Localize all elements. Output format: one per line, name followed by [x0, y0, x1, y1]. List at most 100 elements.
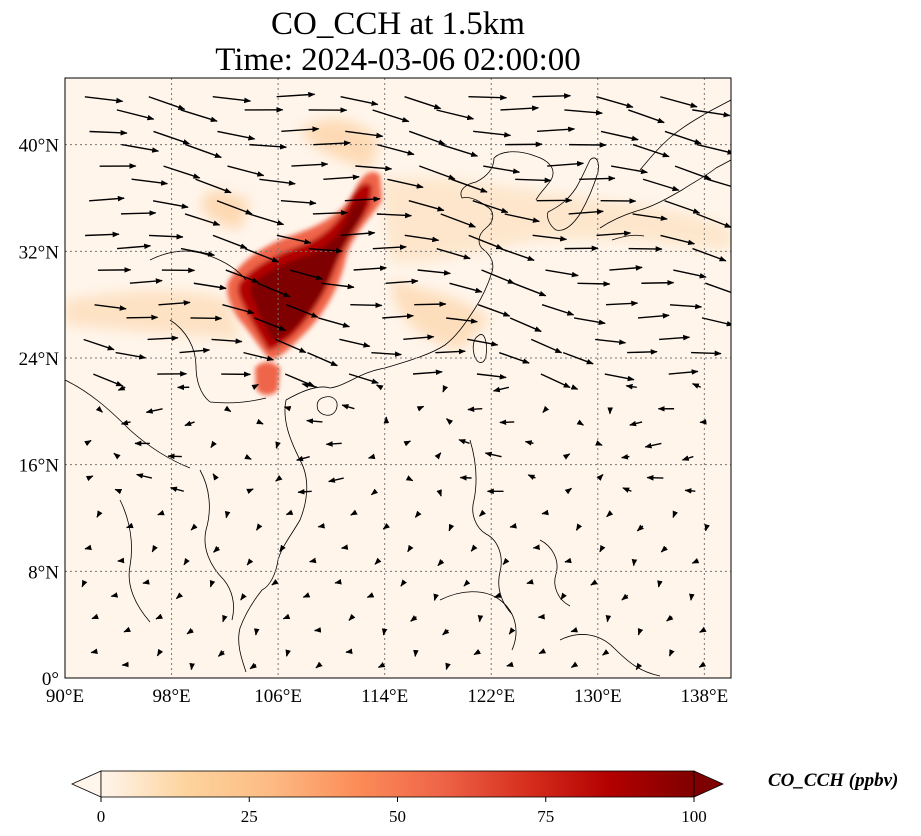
x-tick-label: 90°E [46, 686, 84, 707]
wind-arrow [609, 265, 643, 271]
wind-arrow [576, 419, 585, 426]
wind-arrow [81, 579, 88, 588]
wind-arrow [407, 544, 414, 553]
wind-arrow [375, 384, 384, 391]
wind-arrow [123, 626, 131, 633]
wind-arrow [436, 247, 471, 260]
wind-arrow [562, 351, 594, 365]
wind-arrow [681, 455, 694, 461]
wind-arrow [684, 488, 696, 494]
wind-arrow [117, 243, 152, 250]
wind-arrow [668, 649, 675, 657]
wind-arrow [285, 509, 294, 516]
colorbar: 0 25 50 75 100 [71, 770, 724, 826]
wind-arrow [545, 269, 579, 278]
wind-arrow [376, 212, 413, 219]
wind-arrow [476, 373, 507, 380]
wind-arrow [246, 558, 254, 566]
wind-arrow [699, 626, 707, 633]
wind-arrow [184, 213, 221, 226]
wind-arrow [179, 347, 211, 354]
x-tick-label: 114°E [361, 686, 408, 707]
colorbar-tick-label: 0 [97, 807, 106, 826]
wind-arrow [596, 96, 634, 109]
wind-arrow [195, 178, 232, 194]
wind-arrow [564, 109, 603, 116]
wind-arrow [313, 627, 322, 633]
wind-arrow [129, 278, 163, 284]
wind-arrow [213, 545, 221, 553]
wind-arrow [135, 473, 153, 479]
longitude-axis: 90°E 98°E 106°E 114°E 122°E 130°E 138°E [46, 686, 728, 707]
wind-arrow [372, 244, 407, 250]
wind-arrow [340, 544, 349, 550]
wind-arrow [117, 385, 126, 391]
wind-arrow [276, 91, 316, 98]
wind-arrow [385, 278, 419, 285]
wind-arrow [185, 143, 222, 159]
wind-arrow [153, 130, 191, 145]
wind-arrow [468, 234, 504, 250]
wind-arrow [419, 165, 456, 180]
wind-arrow [440, 143, 479, 157]
y-tick-label: 40°N [19, 136, 60, 157]
y-tick-label: 24°N [19, 349, 60, 370]
wind-arrow [692, 247, 727, 262]
wind-arrow [570, 384, 579, 390]
wind-arrow [481, 269, 515, 285]
wind-arrow [468, 94, 508, 101]
wind-arrow [341, 404, 355, 410]
wind-arrow [253, 628, 260, 636]
wind-arrow [371, 351, 402, 357]
wind-arrow [403, 440, 412, 447]
wind-arrow [691, 558, 700, 564]
wind-arrow [193, 282, 227, 291]
wind-arrow [436, 109, 475, 121]
x-tick-label: 130°E [574, 686, 622, 707]
wind-arrow [605, 614, 612, 623]
wind-arrow [437, 559, 445, 567]
wind-arrow [575, 523, 583, 531]
wind-arrow [148, 96, 186, 110]
wind-arrow [297, 489, 312, 495]
wind-arrow [434, 452, 442, 460]
wind-arrow [217, 130, 256, 141]
wind-arrow [381, 628, 388, 636]
wind-arrow [660, 234, 696, 246]
wind-arrow [602, 649, 610, 656]
wind-arrow [527, 474, 536, 480]
wind-arrow [704, 523, 710, 532]
wind-arrow [691, 383, 701, 389]
wind-arrow [110, 592, 119, 598]
y-tick-label: 32°N [19, 242, 60, 263]
wind-arrow [483, 165, 521, 174]
wind-arrow [408, 130, 446, 145]
wind-arrow [212, 473, 219, 481]
wind-arrow [451, 178, 488, 193]
wind-arrow [180, 109, 218, 123]
wind-arrow [91, 613, 99, 620]
wind-arrow [493, 592, 502, 598]
wind-arrow [84, 96, 124, 104]
wind-arrow [93, 373, 124, 387]
wind-arrow [90, 648, 98, 654]
wind-arrow [318, 317, 351, 328]
wind-arrow [467, 406, 483, 412]
wind-arrow [243, 351, 275, 362]
wind-arrow [542, 405, 550, 413]
wind-arrow [500, 247, 535, 261]
wind-arrow [308, 247, 343, 254]
wind-arrow [606, 510, 614, 518]
wind-arrow [323, 174, 360, 181]
wind-arrow [606, 300, 639, 307]
wind-arrow [284, 373, 315, 387]
wind-arrow [590, 579, 598, 586]
wind-arrow [120, 419, 131, 426]
wind-arrow [121, 143, 160, 153]
wind-arrow [664, 200, 701, 214]
wind-arrow [541, 304, 575, 316]
wind-arrow [579, 175, 616, 182]
wind-arrow [339, 338, 371, 348]
wind-arrow [445, 662, 451, 671]
wind-arrow [479, 509, 486, 517]
